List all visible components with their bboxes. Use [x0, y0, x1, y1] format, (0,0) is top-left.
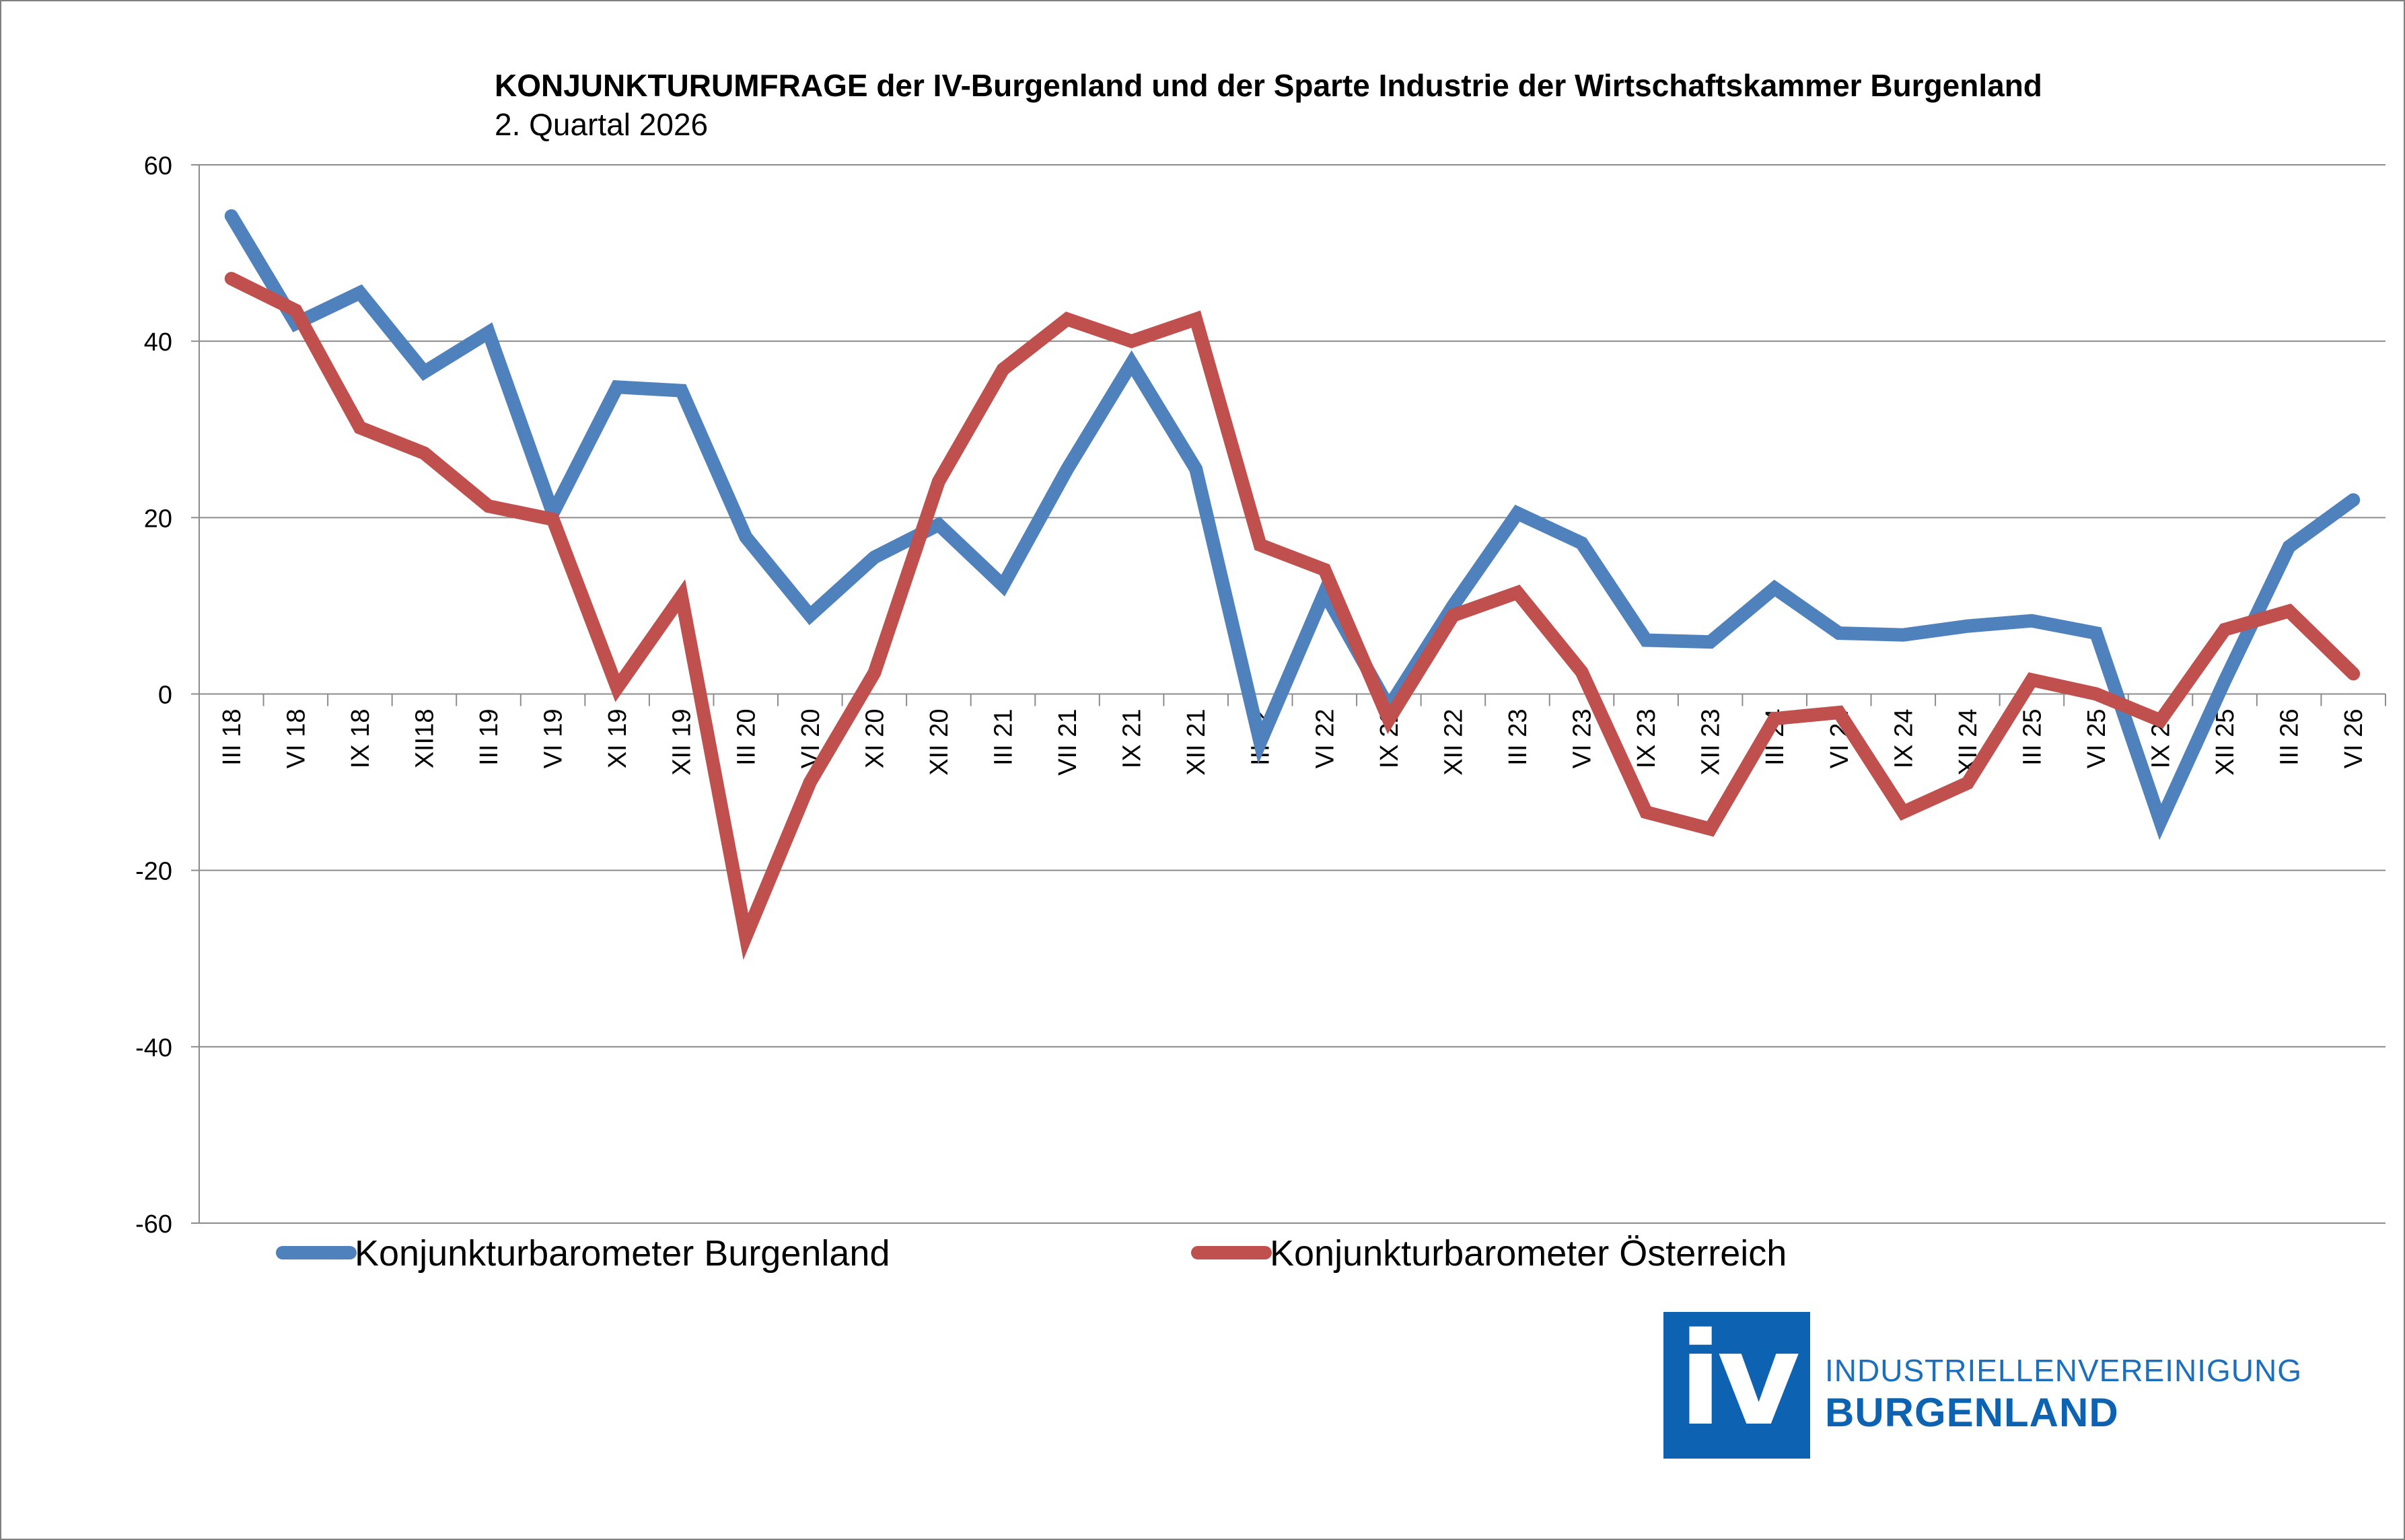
x-tick-label: XII 19 [668, 709, 696, 776]
x-tick-label: XII 21 [1182, 709, 1211, 776]
x-tick-label: III 25 [2018, 709, 2046, 766]
x-tick-label: XII 20 [925, 709, 954, 776]
y-tick-label: 20 [144, 505, 172, 533]
legend-label: Konjunkturbarometer Österreich [1270, 1233, 1787, 1274]
x-tick-label: III 23 [1504, 709, 1532, 766]
x-tick-label: XII 23 [1697, 709, 1725, 776]
x-tick-label: IX 24 [1890, 709, 1918, 769]
x-tick-label: III 18 [218, 709, 246, 766]
x-tick-label: VI 22 [1311, 708, 1339, 768]
x-tick-label: IX 23 [1632, 709, 1661, 769]
y-tick-label: -60 [135, 1210, 172, 1239]
logo-text-organization: INDUSTRIELLENVEREINIGUNG [1825, 1353, 2303, 1388]
y-tick-label: 60 [144, 152, 172, 180]
x-tick-label: VI 18 [282, 709, 310, 769]
x-tick-label: XII 25 [2211, 709, 2239, 776]
x-tick-label: III 20 [732, 709, 760, 766]
x-tick-label: VI 19 [540, 709, 568, 769]
x-tick-label: XI 19 [604, 709, 632, 769]
x-tick-label: IX 18 [347, 709, 375, 769]
x-tick-label: VII 21 [1054, 709, 1082, 776]
y-tick-label: -20 [135, 858, 172, 886]
x-tick-label: VI 25 [2083, 709, 2111, 769]
x-tick-label: III 26 [2276, 709, 2304, 766]
x-tick-label: VI 26 [2340, 709, 2368, 769]
y-tick-label: 40 [144, 328, 172, 357]
y-tick-label: 0 [158, 682, 172, 710]
chart-title: KONJUNKTURUMFRAGE der IV-Burgenland und … [495, 68, 2042, 103]
x-tick-label: VI 23 [1569, 709, 1597, 769]
legend-label: Konjunkturbarometer Burgenland [355, 1233, 890, 1274]
x-tick-label: III 19 [475, 709, 503, 766]
series-line-burgenland [224, 209, 2361, 840]
x-tick-label: XII18 [410, 709, 439, 769]
chart-subtitle: 2. Quartal 2026 [495, 107, 709, 142]
x-tick-label: IX 21 [1118, 709, 1147, 769]
logo-text-region: BURGENLAND [1825, 1390, 2119, 1435]
x-tick-label: III 21 [989, 709, 1017, 766]
x-tick-label: XII 22 [1439, 709, 1468, 776]
iv-logo-mark: iv [1663, 1312, 1810, 1459]
iv-logo-letters: iv [1678, 1305, 1801, 1454]
y-tick-label: -40 [135, 1034, 172, 1062]
x-tick-label: XI 20 [861, 709, 889, 769]
series-line-oesterreich [224, 272, 2361, 960]
